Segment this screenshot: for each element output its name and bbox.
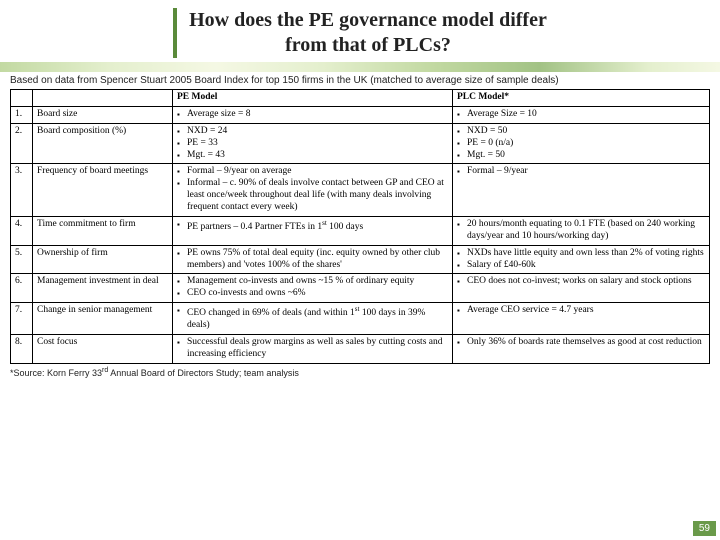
table-row: 3.Frequency of board meetingsFormal – 9/… bbox=[11, 164, 710, 217]
list-item: CEO co-invests and owns ~6% bbox=[187, 288, 448, 300]
row-category: Change in senior management bbox=[33, 303, 173, 335]
page-number: 59 bbox=[693, 521, 716, 536]
list-item: Only 36% of boards rate themselves as go… bbox=[467, 337, 705, 349]
row-category: Time commitment to firm bbox=[33, 216, 173, 245]
list-item: CEO changed in 69% of deals (and within … bbox=[187, 305, 448, 332]
list-item: Salary of £40-60k bbox=[467, 260, 705, 272]
row-category: Frequency of board meetings bbox=[33, 164, 173, 217]
row-pe-cell: Formal – 9/year on averageInformal – c. … bbox=[173, 164, 453, 217]
row-plc-cell: Only 36% of boards rate themselves as go… bbox=[453, 335, 710, 364]
title-line-2: from that of PLCs? bbox=[285, 34, 451, 56]
footnote: *Source: Korn Ferry 33rd Annual Board of… bbox=[0, 364, 720, 381]
subtitle: Based on data from Spencer Stuart 2005 B… bbox=[0, 72, 720, 89]
list-item: Mgt. = 43 bbox=[187, 150, 448, 162]
list-item: NXD = 24 bbox=[187, 126, 448, 138]
row-plc-cell: NXDs have little equity and own less tha… bbox=[453, 245, 710, 274]
table-row: 7.Change in senior management CEO changed… bbox=[11, 303, 710, 335]
row-plc-cell: Average CEO service = 4.7 years bbox=[453, 303, 710, 335]
row-number: 8. bbox=[11, 335, 33, 364]
list-item: Successful deals grow margins as well as… bbox=[187, 337, 448, 361]
row-plc-cell: Formal – 9/year bbox=[453, 164, 710, 217]
row-pe-cell: PE partners – 0.4 Partner FTEs in 1st 10… bbox=[173, 216, 453, 245]
comparison-table: PE Model PLC Model* 1.Board size Average … bbox=[10, 89, 710, 364]
header-plc: PLC Model* bbox=[453, 90, 710, 107]
row-category: Board size bbox=[33, 106, 173, 123]
list-item: Average CEO service = 4.7 years bbox=[467, 305, 705, 317]
decorative-gradient-bar bbox=[0, 62, 720, 72]
row-number: 3. bbox=[11, 164, 33, 217]
table-row: 6.Management investment in deal Managemen… bbox=[11, 274, 710, 303]
list-item: Management co-invests and owns ~15 % of … bbox=[187, 276, 448, 288]
row-pe-cell: Successful deals grow margins as well as… bbox=[173, 335, 453, 364]
list-item: Mgt. = 50 bbox=[467, 150, 705, 162]
list-item: 20 hours/month equating to 0.1 FTE (base… bbox=[467, 219, 705, 243]
table-row: 8.Cost focus Successful deals grow margin… bbox=[11, 335, 710, 364]
row-category: Ownership of firm bbox=[33, 245, 173, 274]
list-item: Formal – 9/year on average bbox=[187, 166, 448, 178]
row-category: Cost focus bbox=[33, 335, 173, 364]
row-category: Management investment in deal bbox=[33, 274, 173, 303]
row-pe-cell: Average size = 8 bbox=[173, 106, 453, 123]
row-number: 4. bbox=[11, 216, 33, 245]
list-item: Formal – 9/year bbox=[467, 166, 705, 178]
row-pe-cell: CEO changed in 69% of deals (and within … bbox=[173, 303, 453, 335]
list-item: Average Size = 10 bbox=[467, 109, 705, 121]
table-row: 1.Board size Average size = 8 Average Size… bbox=[11, 106, 710, 123]
title-accent-bar bbox=[173, 8, 177, 58]
list-item: PE owns 75% of total deal equity (inc. e… bbox=[187, 248, 448, 272]
header-pe: PE Model bbox=[173, 90, 453, 107]
list-item: Average size = 8 bbox=[187, 109, 448, 121]
list-item: Informal – c. 90% of deals involve conta… bbox=[187, 178, 448, 214]
row-plc-cell: NXD = 50PE = 0 (n/a)Mgt. = 50 bbox=[453, 123, 710, 164]
table-row: 5.Ownership of firm PE owns 75% of total … bbox=[11, 245, 710, 274]
list-item: PE = 0 (n/a) bbox=[467, 138, 705, 150]
slide-title: How does the PE governance model differ … bbox=[189, 8, 547, 58]
row-number: 5. bbox=[11, 245, 33, 274]
row-pe-cell: PE owns 75% of total deal equity (inc. e… bbox=[173, 245, 453, 274]
row-plc-cell: 20 hours/month equating to 0.1 FTE (base… bbox=[453, 216, 710, 245]
list-item: CEO does not co-invest; works on salary … bbox=[467, 276, 705, 288]
row-number: 6. bbox=[11, 274, 33, 303]
row-plc-cell: CEO does not co-invest; works on salary … bbox=[453, 274, 710, 303]
list-item: PE partners – 0.4 Partner FTEs in 1st 10… bbox=[187, 219, 448, 234]
row-pe-cell: Management co-invests and owns ~15 % of … bbox=[173, 274, 453, 303]
table-row: 2.Board composition (%)NXD = 24PE = 33Mg… bbox=[11, 123, 710, 164]
row-pe-cell: NXD = 24PE = 33Mgt. = 43 bbox=[173, 123, 453, 164]
list-item: NXDs have little equity and own less tha… bbox=[467, 248, 705, 260]
table-header-row: PE Model PLC Model* bbox=[11, 90, 710, 107]
list-item: PE = 33 bbox=[187, 138, 448, 150]
header-blank-2 bbox=[33, 90, 173, 107]
list-item: NXD = 50 bbox=[467, 126, 705, 138]
row-number: 7. bbox=[11, 303, 33, 335]
row-plc-cell: Average Size = 10 bbox=[453, 106, 710, 123]
title-container: How does the PE governance model differ … bbox=[0, 0, 720, 62]
row-number: 2. bbox=[11, 123, 33, 164]
table-row: 4.Time commitment to firm PE partners – 0… bbox=[11, 216, 710, 245]
row-number: 1. bbox=[11, 106, 33, 123]
title-line-1: How does the PE governance model differ bbox=[189, 9, 547, 31]
row-category: Board composition (%) bbox=[33, 123, 173, 164]
header-blank-1 bbox=[11, 90, 33, 107]
